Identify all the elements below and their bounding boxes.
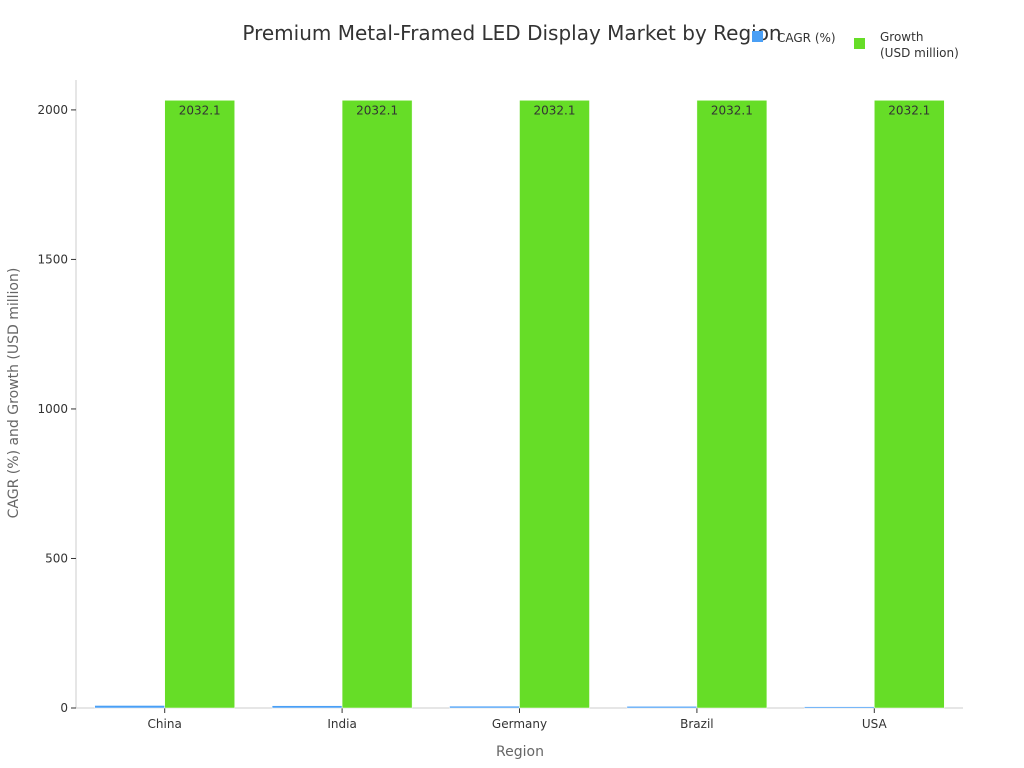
data-label: 2032.1 [179,103,221,117]
chart-title: Premium Metal-Framed LED Display Market … [242,21,781,45]
legend-label-growth: Growth (USD million) [880,30,959,60]
data-label: 2032.1 [356,103,398,117]
y-tick-label: 500 [45,551,68,565]
bar-growth [519,100,590,709]
y-tick-label: 1000 [37,402,68,416]
x-tick-label: India [327,717,356,731]
legend: CAGR (%) Growth (USD million) [752,30,959,60]
x-axis-ticks: China India Germany Brazil USA [148,708,888,731]
legend-label-cagr: CAGR (%) [777,31,836,45]
data-labels: 2032.1 2032.1 2032.1 2032.1 2032.1 [179,103,931,117]
legend-label-growth-line: (USD million) [880,46,959,60]
bar-cagr [271,705,343,709]
x-tick-label: Brazil [680,717,714,731]
x-tick-label: China [148,717,182,731]
y-tick-label: 1500 [37,252,68,266]
data-label: 2032.1 [711,103,753,117]
bar-cagr [804,706,875,709]
bar-growth [696,100,768,709]
bar-cagr [626,706,698,709]
bar-growth [874,100,945,709]
legend-swatch-cagr [752,31,763,42]
y-axis-title: CAGR (%) and Growth (USD million) [6,268,22,519]
legend-label-growth-line: Growth [880,30,923,44]
data-label: 2032.1 [534,103,576,117]
bars [94,100,945,709]
y-tick-label: 0 [60,701,68,715]
y-axis-ticks: 0 500 1000 1500 2000 [37,103,76,715]
legend-swatch-growth [854,38,865,49]
x-tick-label: Germany [492,717,547,731]
bar-growth [341,100,413,709]
y-tick-label: 2000 [37,103,68,117]
bar-cagr [449,705,520,709]
data-label: 2032.1 [888,103,930,117]
x-axis-title: Region [496,744,544,760]
bar-cagr [94,705,165,709]
bar-growth [164,100,235,709]
x-tick-label: USA [862,717,888,731]
